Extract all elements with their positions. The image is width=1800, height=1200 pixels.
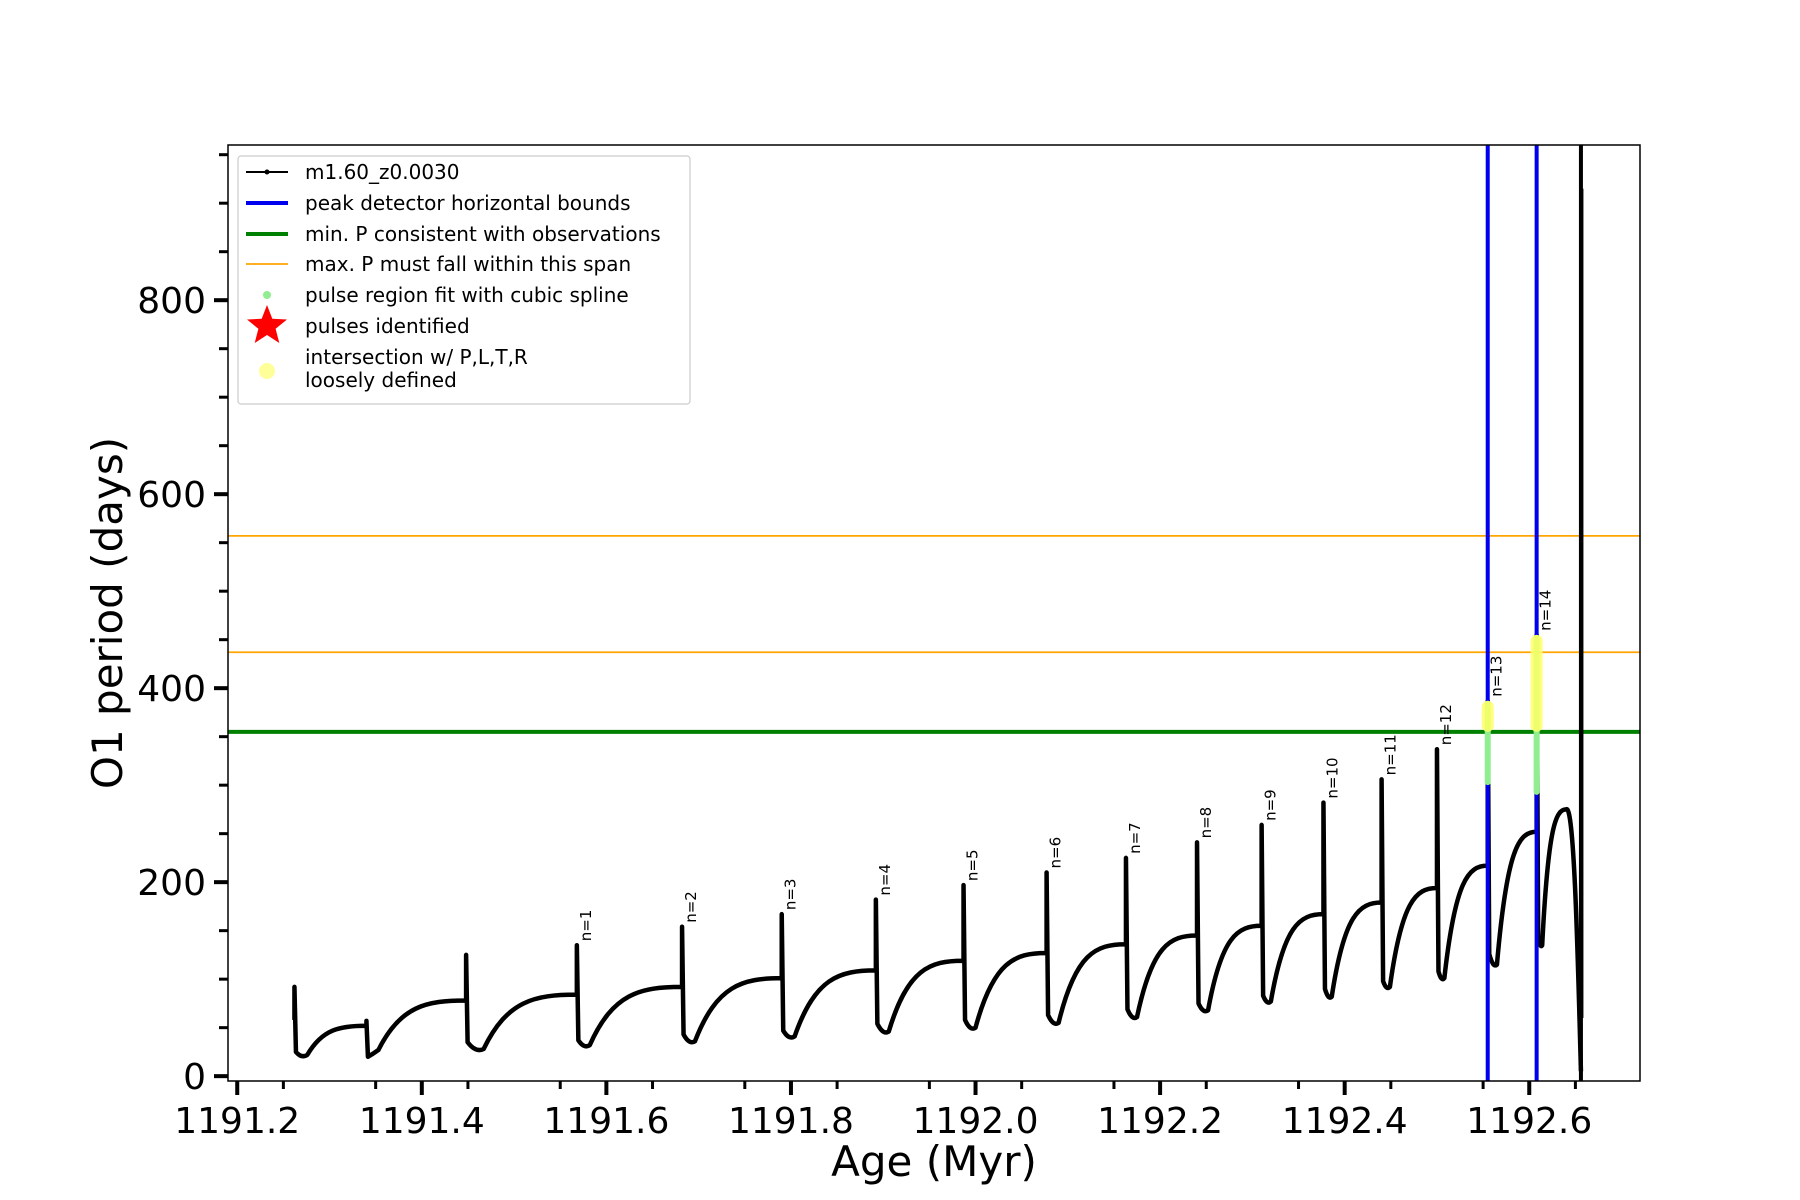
pulse-labels: n=1 n=2 n=3 n=4 n=5 n=6 n=7 n=8 n=9 n=10 n=11 n=12 n… [577,590,1555,942]
legend-marker-1 [264,169,270,175]
legend-swatch-7 [259,363,275,379]
pulse-label-5: n=5 [964,849,982,881]
pulse-label-2: n=2 [682,891,700,923]
series-line [292,632,1584,1072]
x-tick-label-1: 1191.2 [174,1101,300,1142]
pulse-label-3: n=3 [782,879,800,911]
pulse-label-11: n=11 [1382,734,1400,775]
x-tick-label-6: 1192.2 [1097,1101,1223,1142]
pulse-label-12: n=12 [1437,704,1455,745]
y-tick-label-2: 200 [137,863,206,904]
pulse-label-10: n=10 [1323,757,1341,798]
pulse-label-14: n=14 [1537,590,1555,631]
pulse-label-1: n=1 [577,910,595,942]
vertical-lines [1485,145,1583,1081]
pulse-label-6: n=6 [1047,837,1065,869]
pulse-label-4: n=4 [876,864,894,896]
ticks-layer: 1191.2 1191.4 1191.6 1191.8 1192.0 1192.2 1192… [137,153,1592,1142]
legend-label-7: intersection w/ P,L,T,R [305,345,528,369]
pulse-label-7: n=7 [1126,822,1144,854]
legend-label-7-line2: loosely defined [305,368,457,392]
legend-swatch-6 [247,305,287,343]
highlight-intersection-2 [1481,700,1494,732]
pulse-label-13: n=13 [1488,656,1506,697]
legend-label-2: peak detector horizontal bounds [305,191,631,215]
horizontal-lines [228,534,1640,734]
legend-label-5: pulse region fit with cubic spline [305,283,629,307]
x-tick-label-8: 1192.6 [1466,1101,1592,1142]
legend-label-4: max. P must fall within this span [305,252,631,276]
y-tick-label-4: 600 [137,475,206,516]
legend-label-3: min. P consistent with observations [305,222,661,246]
x-axis-label: Age (Myr) [831,1137,1037,1186]
plot-frame [227,144,1641,1082]
highlight-layer [1481,634,1543,795]
x-tick-label-5: 1192.0 [913,1101,1039,1142]
legend-label-6: pulses identified [305,314,470,338]
y-axis-label: O1 period (days) [83,437,132,789]
x-tick-label-2: 1191.4 [359,1101,485,1142]
legend-label-1: m1.60_z0.0030 [305,160,460,184]
x-tick-label-3: 1191.6 [543,1101,669,1142]
legend-box [237,155,691,405]
highlight-intersection-4 [1530,634,1543,732]
x-tick-label-4: 1191.8 [728,1101,854,1142]
legend-swatch-5 [263,291,271,299]
y-tick-label-3: 400 [137,669,206,710]
x-tick-label-7: 1192.4 [1282,1101,1408,1142]
pulse-label-9: n=9 [1262,789,1280,821]
pulse-label-8: n=8 [1197,807,1215,839]
y-tick-label-5: 800 [137,281,206,322]
y-tick-label-1: 0 [183,1057,206,1098]
